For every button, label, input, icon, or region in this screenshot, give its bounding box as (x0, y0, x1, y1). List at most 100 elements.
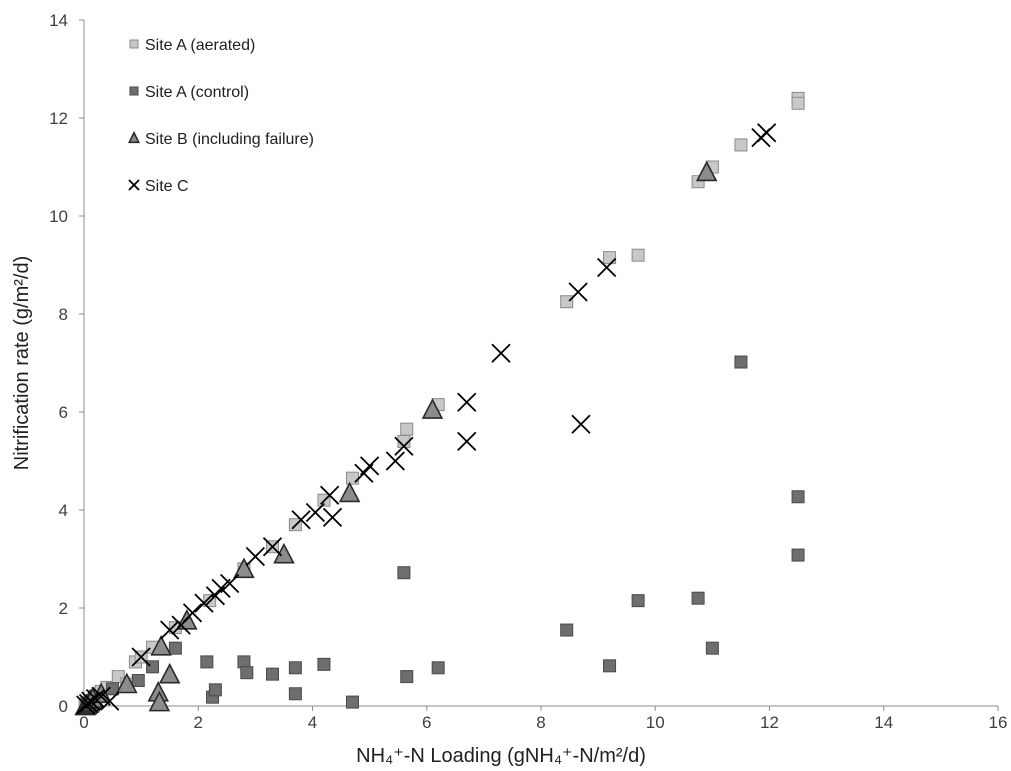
data-point (245, 546, 266, 567)
legend-label: Site A (aerated) (145, 37, 255, 54)
data-points (74, 91, 805, 716)
y-tick-label: 0 (59, 697, 68, 716)
legend-item: Site C (128, 178, 189, 195)
x-tick-label: 6 (422, 713, 431, 732)
data-point (631, 594, 645, 608)
x-tick-label: 0 (79, 713, 88, 732)
data-point (491, 343, 511, 363)
data-point (560, 623, 574, 637)
data-point (631, 248, 645, 262)
legend-marker (128, 179, 140, 191)
data-point (394, 436, 414, 456)
data-point (91, 686, 111, 706)
data-point (359, 456, 380, 476)
legend: Site A (aerated) Site A (control) Site B (… (127, 37, 314, 195)
tick-labels: 0 2 4 6 8 10 12 14 16 0 2 4 6 8 10 12 14 (49, 11, 1007, 732)
data-point (791, 490, 805, 504)
data-point (597, 257, 617, 278)
x-tick-label: 4 (308, 713, 317, 732)
x-tick-label: 14 (874, 713, 893, 732)
data-point (457, 392, 477, 412)
data-point (194, 593, 214, 613)
data-point (182, 603, 203, 623)
x-tick-label: 2 (194, 713, 203, 732)
data-point (200, 655, 214, 669)
data-point (757, 123, 777, 143)
x-axis-title: NH₄⁺-N Loading (gNH₄⁺-N/m²/d) (356, 745, 646, 767)
data-point (168, 641, 182, 655)
y-tick-label: 6 (59, 403, 68, 422)
data-point (695, 160, 718, 182)
y-tick-label: 4 (59, 501, 68, 520)
y-tick-label: 10 (49, 207, 68, 226)
data-point (400, 670, 414, 684)
data-point (338, 481, 361, 503)
legend-label: Site A (control) (145, 84, 249, 101)
y-tick-label: 8 (59, 305, 68, 324)
axes (79, 19, 999, 711)
data-point (317, 657, 331, 671)
data-point (400, 422, 414, 436)
data-point (211, 578, 231, 599)
data-point (100, 691, 120, 711)
data-point (791, 548, 805, 562)
data-point (150, 634, 172, 656)
x-tick-label: 16 (989, 713, 1008, 732)
data-point (691, 591, 705, 605)
data-point (288, 687, 302, 701)
data-point (288, 661, 302, 675)
legend-label: Site B (including failure) (145, 131, 314, 148)
legend-marker (129, 39, 139, 49)
data-point (305, 502, 325, 523)
data-point (734, 138, 748, 152)
y-tick-label: 2 (59, 599, 68, 618)
data-point (571, 414, 591, 434)
data-point (220, 573, 240, 594)
data-point (262, 537, 283, 557)
data-point (568, 282, 588, 302)
data-point (705, 641, 719, 655)
data-point (560, 295, 574, 309)
x-tick-label: 10 (646, 713, 665, 732)
data-point (345, 695, 359, 709)
series-4 (76, 123, 777, 715)
data-point (240, 666, 254, 680)
legend-item: Site A (control) (129, 84, 249, 101)
data-point (457, 431, 477, 452)
data-point (397, 566, 411, 580)
data-point (237, 655, 251, 669)
data-point (233, 557, 255, 579)
data-point (131, 647, 151, 667)
data-point (291, 510, 311, 530)
data-point (116, 672, 138, 694)
y-axis-title: Nitrification rate (g/m²/d) (11, 256, 33, 471)
data-point (603, 659, 617, 673)
data-point (421, 398, 444, 419)
data-point (734, 355, 748, 369)
legend-item: Site B (including failure) (127, 130, 314, 148)
data-point (131, 674, 145, 688)
y-tick-label: 14 (49, 11, 68, 30)
legend-label: Site C (145, 178, 189, 195)
data-point (345, 471, 359, 485)
data-point (81, 691, 101, 711)
y-tick-label: 12 (49, 109, 68, 128)
legend-marker (129, 86, 139, 96)
data-point (160, 620, 180, 640)
data-point (385, 451, 405, 471)
data-point (431, 661, 445, 675)
data-point (603, 251, 617, 265)
data-point (322, 507, 343, 527)
data-point (791, 96, 805, 110)
data-point (320, 485, 340, 505)
x-tick-label: 12 (760, 713, 779, 732)
data-point (148, 690, 171, 712)
data-point (266, 667, 280, 681)
data-point (158, 662, 181, 684)
x-tick-label: 8 (536, 713, 545, 732)
legend-marker (127, 130, 141, 144)
data-point (146, 660, 160, 674)
legend-item: Site A (aerated) (129, 37, 255, 54)
